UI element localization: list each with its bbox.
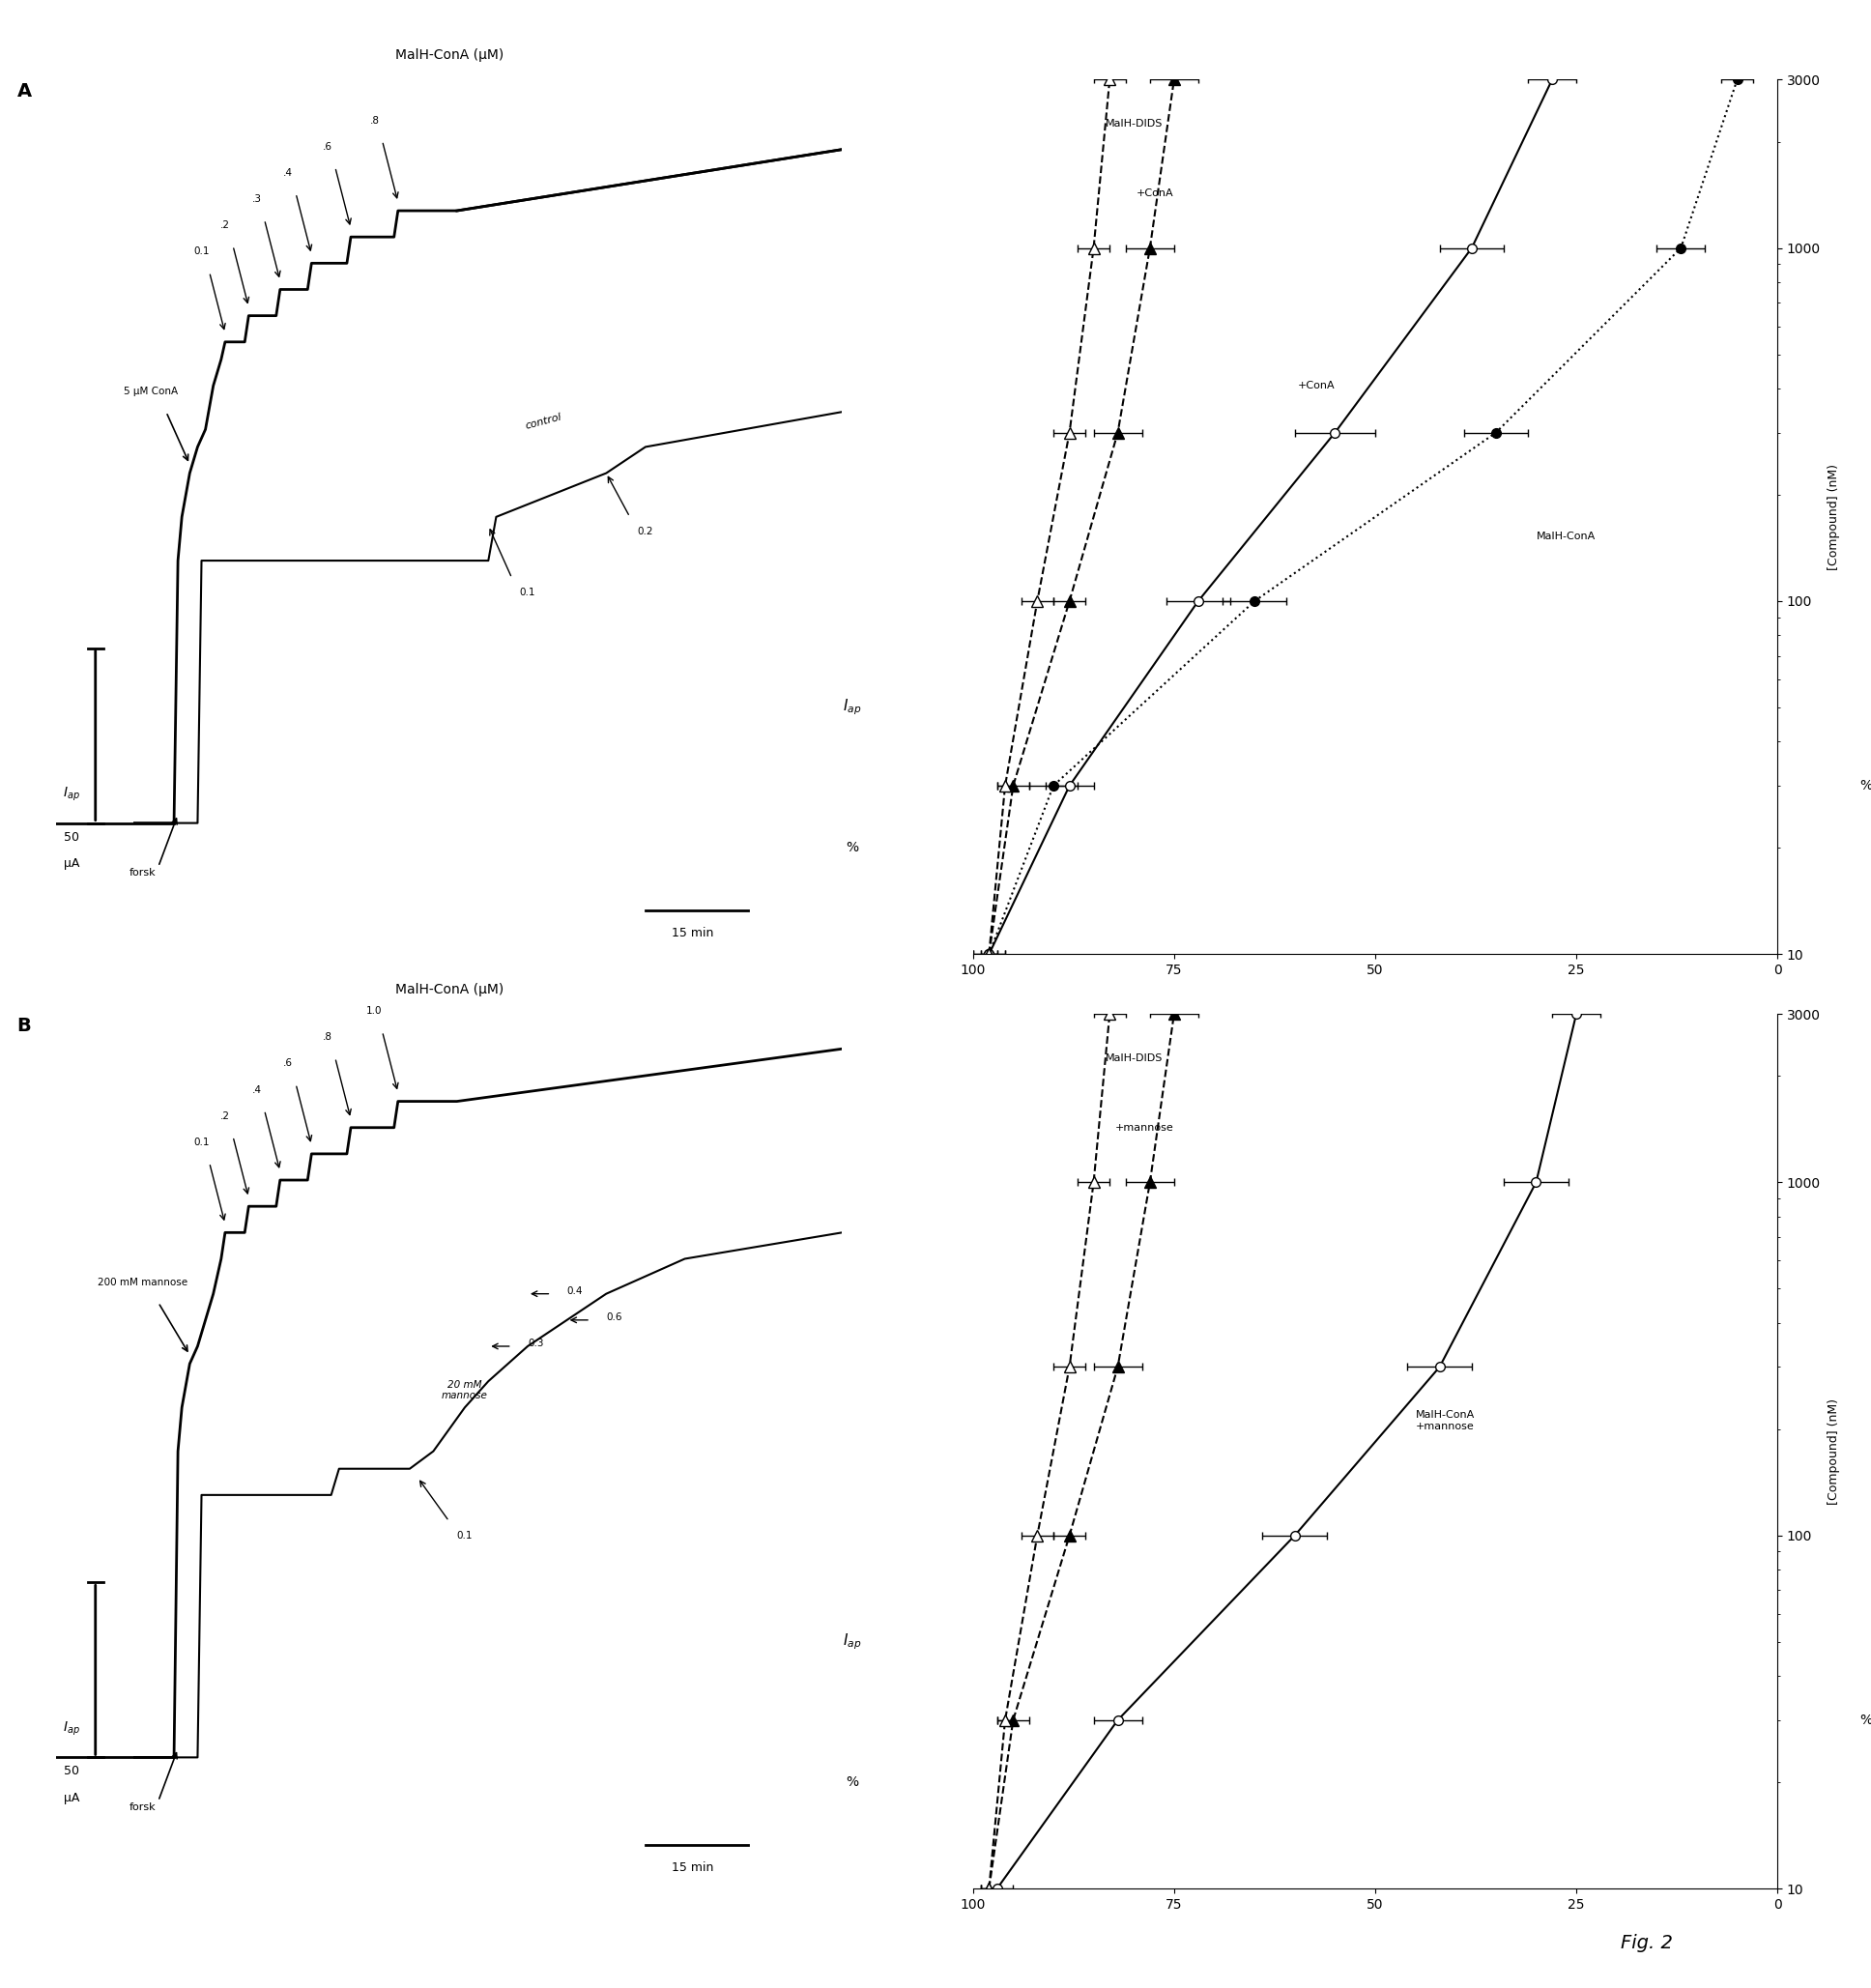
Text: .2: .2 <box>221 1111 230 1121</box>
Text: 20 mM
mannose: 20 mM mannose <box>442 1380 488 1402</box>
Text: +ConA: +ConA <box>1298 382 1336 390</box>
Text: 15 min: 15 min <box>672 926 713 940</box>
Y-axis label: [Compound] (nM): [Compound] (nM) <box>1828 1398 1839 1505</box>
Text: %: % <box>1860 779 1871 793</box>
Text: Fig. 2: Fig. 2 <box>1620 1934 1673 1952</box>
Text: .6: .6 <box>322 141 331 151</box>
Text: forsk: forsk <box>129 869 155 877</box>
Text: 0.1: 0.1 <box>193 247 210 256</box>
Text: 50: 50 <box>64 1765 80 1777</box>
Text: 50: 50 <box>64 831 80 843</box>
Text: .2: .2 <box>221 221 230 231</box>
Text: .8: .8 <box>370 115 380 125</box>
Text: .8: .8 <box>322 1032 331 1042</box>
Text: 0.3: 0.3 <box>528 1338 544 1348</box>
Text: B: B <box>17 1018 32 1036</box>
Text: 200 mM mannose: 200 mM mannose <box>97 1278 187 1286</box>
Text: $I_{ap}$: $I_{ap}$ <box>64 1720 80 1738</box>
Y-axis label: [Compound] (nM): [Compound] (nM) <box>1828 463 1839 571</box>
Text: MalH-ConA (μM): MalH-ConA (μM) <box>395 48 503 62</box>
Text: 15 min: 15 min <box>672 1861 713 1875</box>
Text: $I_{ap}$: $I_{ap}$ <box>844 698 861 718</box>
Text: 1.0: 1.0 <box>367 1006 382 1016</box>
Text: .6: .6 <box>283 1060 292 1068</box>
Text: 0.1: 0.1 <box>457 1531 473 1541</box>
Text: 0.2: 0.2 <box>638 527 653 537</box>
Text: %: % <box>846 1775 859 1789</box>
Text: %: % <box>1860 1714 1871 1728</box>
Text: +ConA: +ConA <box>1138 189 1175 199</box>
Text: forsk: forsk <box>129 1803 155 1811</box>
Text: $I_{ap}$: $I_{ap}$ <box>64 785 80 803</box>
Text: MalH-ConA: MalH-ConA <box>1536 531 1596 541</box>
Text: MalH-DIDS: MalH-DIDS <box>1106 119 1162 129</box>
Text: 0.4: 0.4 <box>567 1286 584 1296</box>
Text: MalH-DIDS: MalH-DIDS <box>1106 1054 1162 1064</box>
Text: MalH-ConA (μM): MalH-ConA (μM) <box>395 982 503 996</box>
Text: .4: .4 <box>253 1085 262 1095</box>
Text: A: A <box>17 83 32 101</box>
Text: .3: .3 <box>253 195 262 205</box>
Text: 0.1: 0.1 <box>520 588 535 598</box>
Text: %: % <box>846 841 859 855</box>
Text: control: control <box>524 412 563 431</box>
Text: +mannose: +mannose <box>1115 1123 1175 1133</box>
Text: 5 μM ConA: 5 μM ConA <box>123 388 178 396</box>
Text: 0.1: 0.1 <box>193 1137 210 1147</box>
Text: MalH-ConA
+mannose: MalH-ConA +mannose <box>1414 1409 1474 1431</box>
Text: μA: μA <box>64 1791 80 1803</box>
Text: $I_{ap}$: $I_{ap}$ <box>844 1632 861 1652</box>
Text: .4: .4 <box>283 169 292 177</box>
Text: 0.6: 0.6 <box>606 1312 623 1322</box>
Text: μA: μA <box>64 857 80 869</box>
